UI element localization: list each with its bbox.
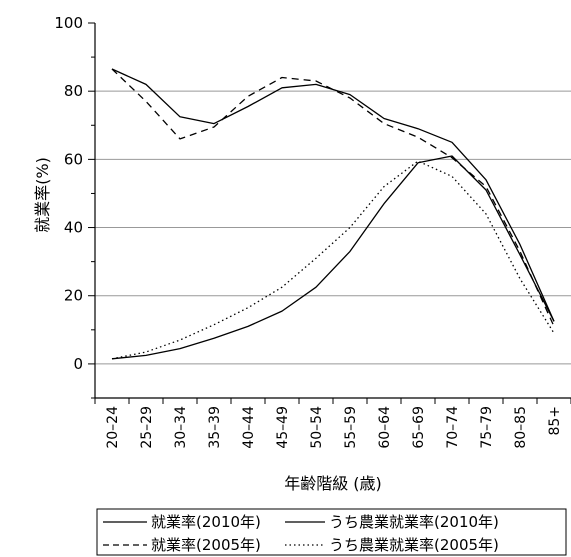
legend-label-4: うち農業就業率(2005年)	[329, 536, 499, 554]
series-line-4	[111, 160, 555, 360]
x-tick-label: 80–85	[513, 406, 529, 449]
y-tick-label: 0	[73, 355, 83, 373]
gridlines	[95, 90, 571, 365]
x-tick-label: 30–34	[173, 406, 189, 449]
x-tick-label: 55–59	[343, 406, 359, 449]
x-axis: 20–24 25–29 30–34 35–39 40–44 45–49 50–54 55–59…	[94, 397, 571, 449]
series-line-2	[111, 68, 555, 327]
x-tick-label: 20–24	[105, 406, 121, 449]
legend-label-2: うち農業就業率(2010年)	[329, 513, 499, 531]
x-tick-label: 45–49	[275, 406, 291, 449]
x-axis-title: 年齢階級 (歳)	[284, 474, 382, 493]
y-tick-label: 20	[64, 287, 83, 305]
x-tick-label: 65–69	[411, 406, 427, 449]
y-tick-label: 80	[64, 82, 83, 100]
y-axis: 0 20 40 60 80 100	[54, 14, 96, 399]
x-tick-label: 60–64	[377, 406, 393, 449]
y-tick-label: 100	[54, 14, 83, 32]
legend-box	[96, 508, 567, 556]
x-tick-label: 75–79	[479, 406, 495, 449]
series-line-1	[111, 68, 555, 322]
legend-label-3: 就業率(2005年)	[151, 536, 261, 554]
y-tick-label: 60	[64, 150, 83, 168]
series-lines	[111, 68, 555, 360]
y-tick-label: 40	[64, 219, 83, 237]
legend-label-1: 就業率(2010年)	[151, 513, 261, 531]
x-tick-label: 85+	[547, 406, 563, 436]
x-tick-label: 70–74	[445, 406, 461, 449]
x-tick-label: 50–54	[309, 406, 325, 449]
x-tick-label: 40–44	[241, 406, 257, 449]
series-line-3	[111, 155, 555, 360]
legend: 就業率(2010年) うち農業就業率(2010年) 就業率(2005年) うち農…	[96, 508, 567, 556]
x-tick-label: 25–29	[139, 406, 155, 449]
x-tick-label: 35–39	[207, 406, 223, 449]
y-axis-title: 就業率(%)	[33, 157, 52, 233]
